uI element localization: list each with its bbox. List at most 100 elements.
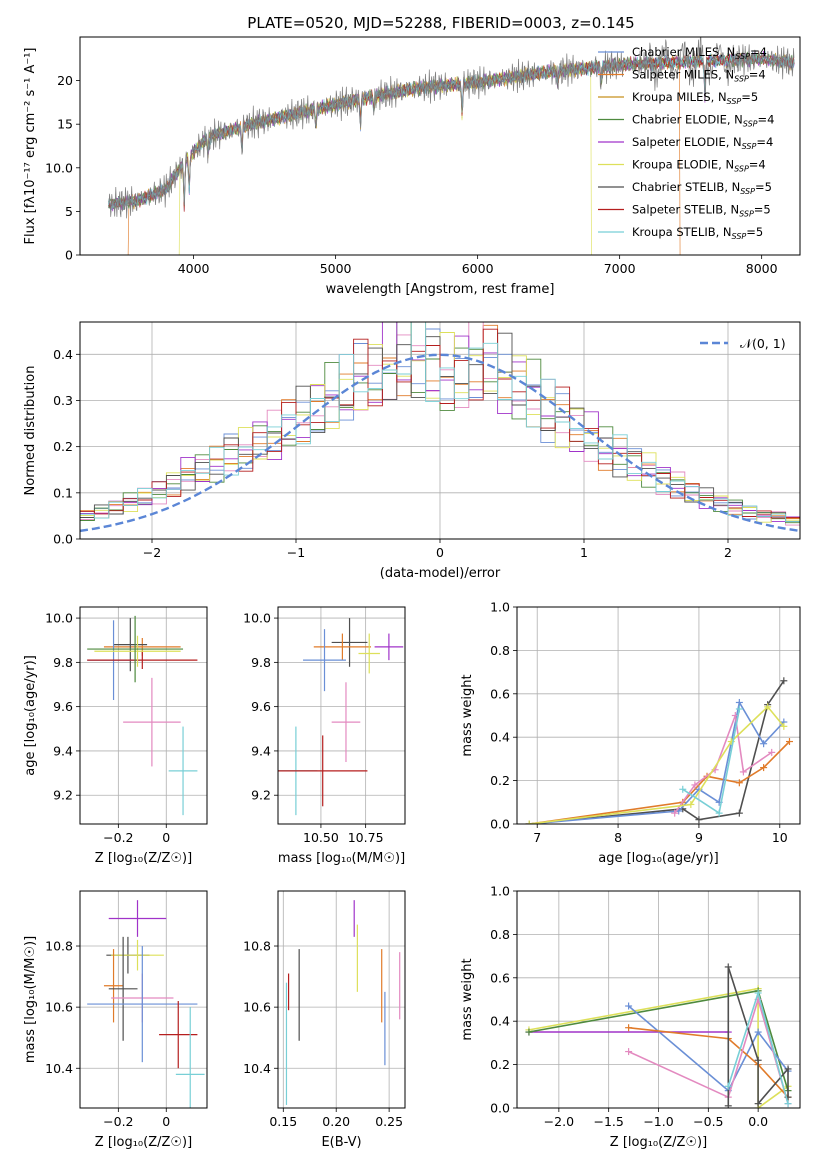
x-tick-label: −0.2 bbox=[103, 830, 133, 845]
y-tick-label: 9.2 bbox=[251, 788, 271, 803]
x-tick-label: 8 bbox=[614, 830, 622, 845]
x-axis-label: age [log₁₀(age/yr)] bbox=[598, 851, 719, 866]
y-tick-label: 0.3 bbox=[53, 393, 73, 408]
y-tick-label: 10.6 bbox=[243, 1000, 271, 1015]
x-tick-label: 1 bbox=[580, 545, 588, 560]
y-tick-label: 10.0 bbox=[45, 611, 73, 626]
chart-panels: 4000 5000 6000 7000 80000510.01520wavelength… bbox=[23, 36, 801, 1150]
x-tick-label: 0.0 bbox=[748, 1114, 768, 1129]
legend-label: Kroupa MILES, NSSP=5 bbox=[632, 90, 758, 106]
y-tick-label: 10.8 bbox=[45, 939, 73, 954]
x-tick-label: −1.5 bbox=[593, 1114, 623, 1129]
x-tick-label: 7000 bbox=[604, 261, 636, 276]
axes-frame bbox=[79, 606, 208, 825]
x-axis-label: Z [log₁₀(Z/Z☉)] bbox=[95, 1135, 192, 1150]
y-tick-label: 0.1 bbox=[53, 485, 73, 500]
axes-frame bbox=[516, 890, 801, 1109]
x-tick-label: 0 bbox=[436, 545, 444, 560]
legend-label: Kroupa ELODIE, NSSP=4 bbox=[632, 158, 766, 174]
x-axis-label: wavelength [Angstrom, rest frame] bbox=[326, 282, 555, 297]
y-tick-label: 9.4 bbox=[53, 743, 73, 758]
mass-vs-Z-panel: −0.2 0 10.4 10.6 10.8 Z [log₁₀(Z/Z☉)] mass [lo… bbox=[23, 890, 208, 1150]
errorbars bbox=[285, 900, 401, 1105]
y-tick-label: 9.4 bbox=[251, 743, 271, 758]
x-tick-label: 0.20 bbox=[322, 1114, 350, 1129]
y-tick-label: 0.0 bbox=[53, 532, 73, 547]
axes-frame bbox=[277, 606, 406, 825]
x-tick-label: 7 bbox=[533, 830, 541, 845]
weight-line bbox=[628, 996, 789, 1104]
y-axis-label: mass weight bbox=[460, 674, 475, 756]
x-tick-label: 0.15 bbox=[269, 1114, 297, 1129]
y-tick-label: 10.4 bbox=[243, 1061, 271, 1076]
y-tick-label: 1.0 bbox=[490, 884, 510, 899]
y-tick-label: 0.0 bbox=[490, 817, 510, 832]
weight-line bbox=[529, 680, 785, 824]
x-tick-label: 0.25 bbox=[375, 1114, 403, 1129]
residual-panel: −2 −1 0 1 2 0.0 0.1 0.2 0.3 0.4 (data-model)/error… bbox=[23, 321, 801, 581]
y-tick-label: 10.4 bbox=[45, 1061, 73, 1076]
axes-frame bbox=[79, 890, 208, 1109]
y-axis-label: age [log₁₀(age/yr)] bbox=[23, 655, 38, 776]
y-tick-label: 20 bbox=[57, 73, 73, 88]
y-tick-label: 10.0 bbox=[45, 160, 73, 175]
errorbars bbox=[87, 615, 198, 816]
x-tick-label: −1.0 bbox=[643, 1114, 673, 1129]
axes-frame bbox=[79, 36, 801, 256]
y-tick-label: 0.4 bbox=[490, 1014, 510, 1029]
spectrum-panel: 4000 5000 6000 7000 8000 0 5 10.0 15 20 wavelength… bbox=[23, 36, 801, 297]
y-tick-label: 0.4 bbox=[490, 730, 510, 745]
x-axis-label: Z [log₁₀(Z/Z☉)] bbox=[95, 851, 192, 866]
x-tick-label: −2 bbox=[143, 545, 161, 560]
errorbars bbox=[87, 900, 205, 1108]
histogram-lines bbox=[80, 322, 800, 533]
y-tick-label: 0.8 bbox=[490, 927, 510, 942]
x-tick-label: 4000 bbox=[178, 261, 210, 276]
x-tick-label: −2.0 bbox=[544, 1114, 574, 1129]
y-tick-label: 15 bbox=[57, 117, 73, 132]
x-axis-label: Z [log₁₀(Z/Z☉)] bbox=[610, 1135, 707, 1150]
mass-weight-vs-Z-panel: −2.0 −1.5 −1.0 −0.5 0.0 0.0 0.2 0.4 0.6 0.8 1.0 Z [… bbox=[460, 884, 801, 1150]
y-tick-label: 5 bbox=[65, 204, 73, 219]
axes-frame bbox=[516, 606, 801, 825]
y-tick-label: 9.6 bbox=[53, 699, 73, 714]
y-tick-label: 0.6 bbox=[490, 970, 510, 985]
x-tick-label: −0.2 bbox=[103, 1114, 133, 1129]
y-tick-label: 10.6 bbox=[45, 1000, 73, 1015]
age-vs-mass-panel: 10.50 10.75 9.2 9.4 9.6 9.8 10.0 mass [log₁₀(M/… bbox=[243, 606, 406, 866]
y-tick-label: 0.6 bbox=[490, 686, 510, 701]
x-tick-label: 10.75 bbox=[348, 830, 384, 845]
y-tick-label: 0.8 bbox=[490, 643, 510, 658]
y-tick-label: 0.2 bbox=[490, 1057, 510, 1072]
legend-label: Salpeter MILES, NSSP=4 bbox=[632, 68, 766, 84]
weight-series bbox=[525, 677, 793, 824]
y-tick-label: 9.6 bbox=[251, 699, 271, 714]
axes-frame bbox=[79, 321, 801, 540]
legend-label: Chabrier ELODIE, NSSP=4 bbox=[632, 113, 774, 129]
x-tick-label: 6000 bbox=[462, 261, 494, 276]
x-tick-label: −1 bbox=[287, 545, 305, 560]
x-axis-label: (data-model)/error bbox=[380, 566, 501, 581]
x-tick-label: 10.50 bbox=[303, 830, 339, 845]
weight-line bbox=[628, 1026, 789, 1098]
legend-label: Chabrier STELIB, NSSP=5 bbox=[632, 180, 772, 196]
y-tick-label: 9.2 bbox=[53, 788, 73, 803]
x-tick-label: −0.5 bbox=[693, 1114, 723, 1129]
y-tick-label: 1.0 bbox=[490, 600, 510, 615]
weight-series bbox=[525, 963, 792, 1108]
age-vs-Z-panel: −0.2 0 9.2 9.4 9.6 9.8 10.0 Z [log₁₀(Z/Z☉)] age … bbox=[23, 606, 208, 866]
legend-label: Chabrier MILES, NSSP=4 bbox=[632, 45, 767, 61]
y-tick-label: 0.4 bbox=[53, 347, 73, 362]
weight-line bbox=[727, 966, 789, 1106]
y-tick-label: 10.0 bbox=[243, 611, 271, 626]
spectrum-lines bbox=[108, 37, 795, 255]
legend-label: Kroupa STELIB, NSSP=5 bbox=[632, 225, 763, 241]
y-tick-label: 0.2 bbox=[53, 439, 73, 454]
weight-line bbox=[528, 987, 789, 1108]
x-axis-label: E(B-V) bbox=[321, 1135, 361, 1150]
x-tick-label: 10 bbox=[772, 830, 788, 845]
errorbars bbox=[278, 618, 404, 816]
mass-weight-vs-age-panel: 7 8 9 10 0.0 0.2 0.4 0.6 0.8 1.0 age [log₁₀(age/yr… bbox=[460, 600, 801, 866]
x-tick-label: 8000 bbox=[746, 261, 778, 276]
